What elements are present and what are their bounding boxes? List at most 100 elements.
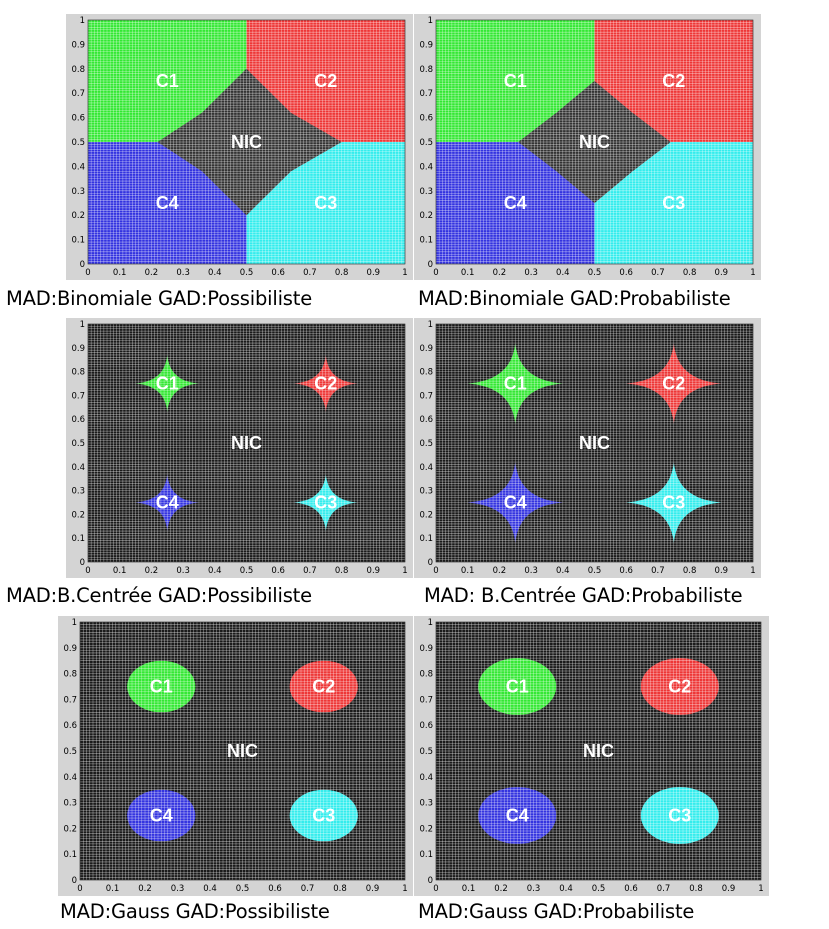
y-tick-label: 0.9 bbox=[419, 344, 433, 354]
y-tick-label: 0.6 bbox=[71, 415, 85, 425]
x-tick-label: 0.7 bbox=[303, 566, 317, 576]
y-tick-label: 0.2 bbox=[419, 510, 433, 520]
y-tick-label: 0.9 bbox=[419, 40, 433, 50]
chart-panel-5: C1 C2 C3 C4 NIC 0 0.1 0.2 0.3 0.4 0.5 0.6 0.7 0.8 0.9 1… bbox=[58, 616, 413, 896]
y-tick-label: 0.2 bbox=[63, 824, 77, 834]
y-tick-label: 0.3 bbox=[63, 799, 77, 809]
y-tick-label: 0.9 bbox=[71, 344, 85, 354]
x-tick-label: 0.8 bbox=[333, 884, 347, 894]
y-tick-label: 0.3 bbox=[419, 487, 433, 497]
x-tick-label: 0.9 bbox=[722, 884, 736, 894]
x-tick-label: 1 bbox=[402, 268, 407, 278]
chart-panel-6: C1 C2 C3 C4 NIC 0 0.1 0.2 0.3 0.4 0.5 0.6 0.7 0.8 0.9 1… bbox=[414, 616, 769, 896]
chart-panel-3: C1 C2 C3 C4 NIC 0 0.1 0.2 0.3 0.4 0.5 0.6 0.7 0.8 0.9 1… bbox=[66, 318, 413, 578]
y-tick-label: 0.4 bbox=[419, 773, 433, 783]
axes-frame bbox=[435, 621, 762, 881]
x-tick-label: 0.7 bbox=[303, 268, 317, 278]
x-tick-label: 0.1 bbox=[113, 566, 127, 576]
y-tick-label: 0.1 bbox=[419, 850, 433, 860]
y-tick-label: 0 bbox=[80, 260, 85, 270]
x-tick-label: 0.8 bbox=[683, 566, 697, 576]
y-tick-label: 0.2 bbox=[419, 824, 433, 834]
x-tick-label: 0.8 bbox=[335, 566, 349, 576]
chart-1-caption: MAD:Binomiale GAD:Possibiliste bbox=[6, 287, 313, 310]
y-tick-label: 0 bbox=[80, 558, 85, 568]
chart-1-svg: C1 C2 C3 C4 NIC 0 0.1 0.2 0.3 0.4 0.5 0.6 0.7 0.8 0.9 1… bbox=[66, 14, 413, 280]
axes-frame bbox=[435, 19, 754, 265]
label-c1: C1 bbox=[150, 677, 173, 697]
y-tick-label: 0.8 bbox=[71, 65, 85, 75]
y-tick-label: 0.3 bbox=[71, 487, 85, 497]
x-tick-label: 0.1 bbox=[461, 268, 475, 278]
y-tick-label: 0 bbox=[428, 260, 433, 270]
label-nic: NIC bbox=[579, 132, 610, 152]
y-tick-label: 0.4 bbox=[63, 773, 77, 783]
x-tick-label: 0.3 bbox=[171, 884, 185, 894]
y-tick-label: 0.7 bbox=[71, 89, 85, 99]
chart-6-caption: MAD:Gauss GAD:Probabiliste bbox=[418, 900, 695, 923]
x-tick-label: 0.6 bbox=[271, 268, 285, 278]
y-tick-label: 0.1 bbox=[63, 850, 77, 860]
x-tick-label: 0.2 bbox=[494, 884, 508, 894]
x-tick-label: 0.7 bbox=[301, 884, 315, 894]
x-tick-label: 0.7 bbox=[657, 884, 671, 894]
x-tick-label: 0.2 bbox=[145, 268, 159, 278]
chart-3-caption: MAD:B.Centrée GAD:Possibiliste bbox=[6, 584, 312, 607]
label-c3: C3 bbox=[314, 493, 337, 513]
x-tick-label: 0 bbox=[433, 268, 438, 278]
chart-4-caption: MAD: B.Centrée GAD:Probabiliste bbox=[424, 584, 743, 607]
chart-6-svg: C1 C2 C3 C4 NIC 0 0.1 0.2 0.3 0.4 0.5 0.6 0.7 0.8 0.9 1… bbox=[414, 616, 769, 896]
x-tick-label: 0.1 bbox=[106, 884, 120, 894]
axes-frame bbox=[87, 19, 406, 265]
label-c1: C1 bbox=[504, 71, 527, 91]
label-nic: NIC bbox=[579, 433, 610, 453]
x-tick-label: 0.2 bbox=[493, 268, 507, 278]
y-tick-label: 1 bbox=[428, 320, 433, 330]
x-tick-label: 0.7 bbox=[651, 566, 665, 576]
y-tick-label: 0.3 bbox=[419, 799, 433, 809]
x-tick-label: 1 bbox=[402, 884, 407, 894]
y-tick-label: 0.7 bbox=[63, 695, 77, 705]
x-tick-label: 1 bbox=[750, 566, 755, 576]
x-tick-label: 0.1 bbox=[462, 884, 476, 894]
x-tick-label: 0.6 bbox=[268, 884, 282, 894]
y-tick-label: 0.4 bbox=[419, 463, 433, 473]
y-tick-label: 0.7 bbox=[71, 391, 85, 401]
x-tick-label: 0.6 bbox=[619, 566, 633, 576]
y-tick-label: 1 bbox=[72, 618, 77, 628]
y-tick-label: 0.7 bbox=[419, 391, 433, 401]
axes-frame bbox=[435, 323, 754, 563]
y-tick-label: 0.8 bbox=[419, 65, 433, 75]
label-c4: C4 bbox=[156, 493, 179, 513]
y-tick-label: 0.9 bbox=[419, 644, 433, 654]
y-tick-label: 0.4 bbox=[71, 463, 85, 473]
x-tick-label: 0.3 bbox=[176, 566, 190, 576]
x-tick-label: 0.9 bbox=[367, 268, 381, 278]
y-tick-label: 0.8 bbox=[419, 670, 433, 680]
x-tick-label: 0 bbox=[85, 268, 90, 278]
x-tick-label: 0.1 bbox=[113, 268, 127, 278]
x-tick-label: 0 bbox=[77, 884, 82, 894]
label-c2: C2 bbox=[668, 677, 691, 697]
y-tick-label: 0.1 bbox=[419, 236, 433, 246]
x-tick-label: 0.5 bbox=[240, 268, 254, 278]
y-tick-label: 0.9 bbox=[71, 40, 85, 50]
x-tick-label: 0.9 bbox=[715, 268, 729, 278]
x-tick-label: 0.3 bbox=[527, 884, 541, 894]
y-tick-label: 0.5 bbox=[419, 747, 433, 757]
x-tick-label: 0.2 bbox=[138, 884, 152, 894]
y-tick-label: 0.8 bbox=[419, 368, 433, 378]
x-tick-label: 0.9 bbox=[367, 566, 381, 576]
label-c3: C3 bbox=[662, 193, 685, 213]
x-tick-label: 0.4 bbox=[556, 268, 570, 278]
x-tick-label: 0.2 bbox=[145, 566, 159, 576]
x-tick-label: 0.6 bbox=[624, 884, 638, 894]
chart-panel-4: C1 C2 C3 C4 NIC 0 0.1 0.2 0.3 0.4 0.5 0.6 0.7 0.8 0.9 1… bbox=[414, 318, 761, 578]
y-tick-label: 0.1 bbox=[71, 236, 85, 246]
x-tick-label: 0.4 bbox=[556, 566, 570, 576]
y-tick-label: 0.4 bbox=[71, 162, 85, 172]
x-tick-label: 1 bbox=[402, 566, 407, 576]
label-c4: C4 bbox=[504, 493, 527, 513]
x-tick-label: 0 bbox=[85, 566, 90, 576]
chart-2-caption: MAD:Binomiale GAD:Probabiliste bbox=[418, 287, 731, 310]
